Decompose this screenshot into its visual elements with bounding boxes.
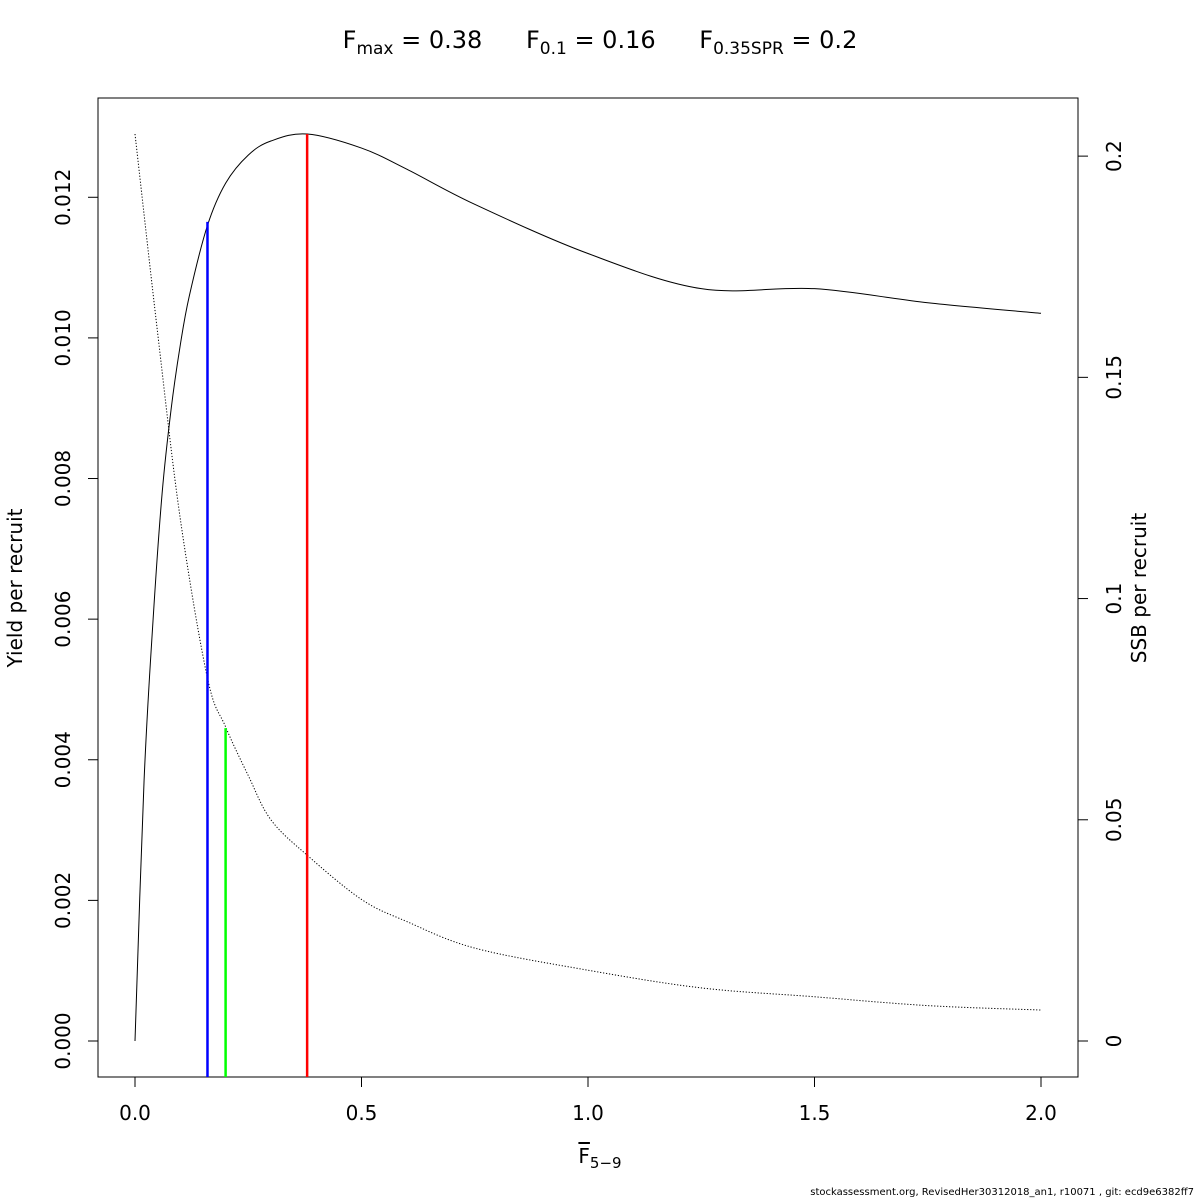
ssb-per-recruit-line <box>134 133 1042 1011</box>
x-tick-label: 0.5 <box>346 1101 378 1125</box>
title-f035spr: F0.35SPR = 0.2 <box>699 26 858 59</box>
footer-source: stockassessment.org, RevisedHer30312018_… <box>810 1187 1194 1198</box>
x-tick-label: 1.0 <box>572 1101 604 1125</box>
title-f01: F0.1 = 0.16 <box>525 26 656 59</box>
y-right-tick-label: 0 <box>1102 1035 1126 1048</box>
x-tick-label: 1.5 <box>799 1101 831 1125</box>
y-right-tick-label: 0.1 <box>1102 583 1126 615</box>
y-left-axis-label: Yield per recruit <box>3 508 27 668</box>
y-left-tick-label: 0.008 <box>51 450 75 507</box>
title-fmax: Fmax = 0.38 <box>342 26 483 59</box>
x-tick-label: 0.0 <box>119 1101 151 1125</box>
y-right-tick-label: 0.2 <box>1102 140 1126 172</box>
x-axis-label: F5−9 <box>578 1144 622 1172</box>
y-left-tick-label: 0.000 <box>51 1012 75 1069</box>
chart-title: Fmax = 0.38 F0.1 = 0.16 F0.35SPR = 0.2 <box>0 26 1200 59</box>
y-left-tick-label: 0.002 <box>51 872 75 929</box>
y-right-tick-label: 0.15 <box>1102 355 1126 400</box>
y-left-tick-label: 0.012 <box>51 169 75 226</box>
y-left-tick-label: 0.004 <box>51 731 75 788</box>
y-right-axis-label: SSB per recruit <box>1127 513 1151 664</box>
y-left-tick-label: 0.010 <box>51 309 75 366</box>
y-left-tick-label: 0.006 <box>51 591 75 648</box>
y-right-tick-label: 0.05 <box>1102 798 1126 843</box>
yield-per-recruit-line <box>134 133 1042 1042</box>
x-tick-label: 2.0 <box>1025 1101 1057 1125</box>
plot-frame <box>97 97 1079 1078</box>
